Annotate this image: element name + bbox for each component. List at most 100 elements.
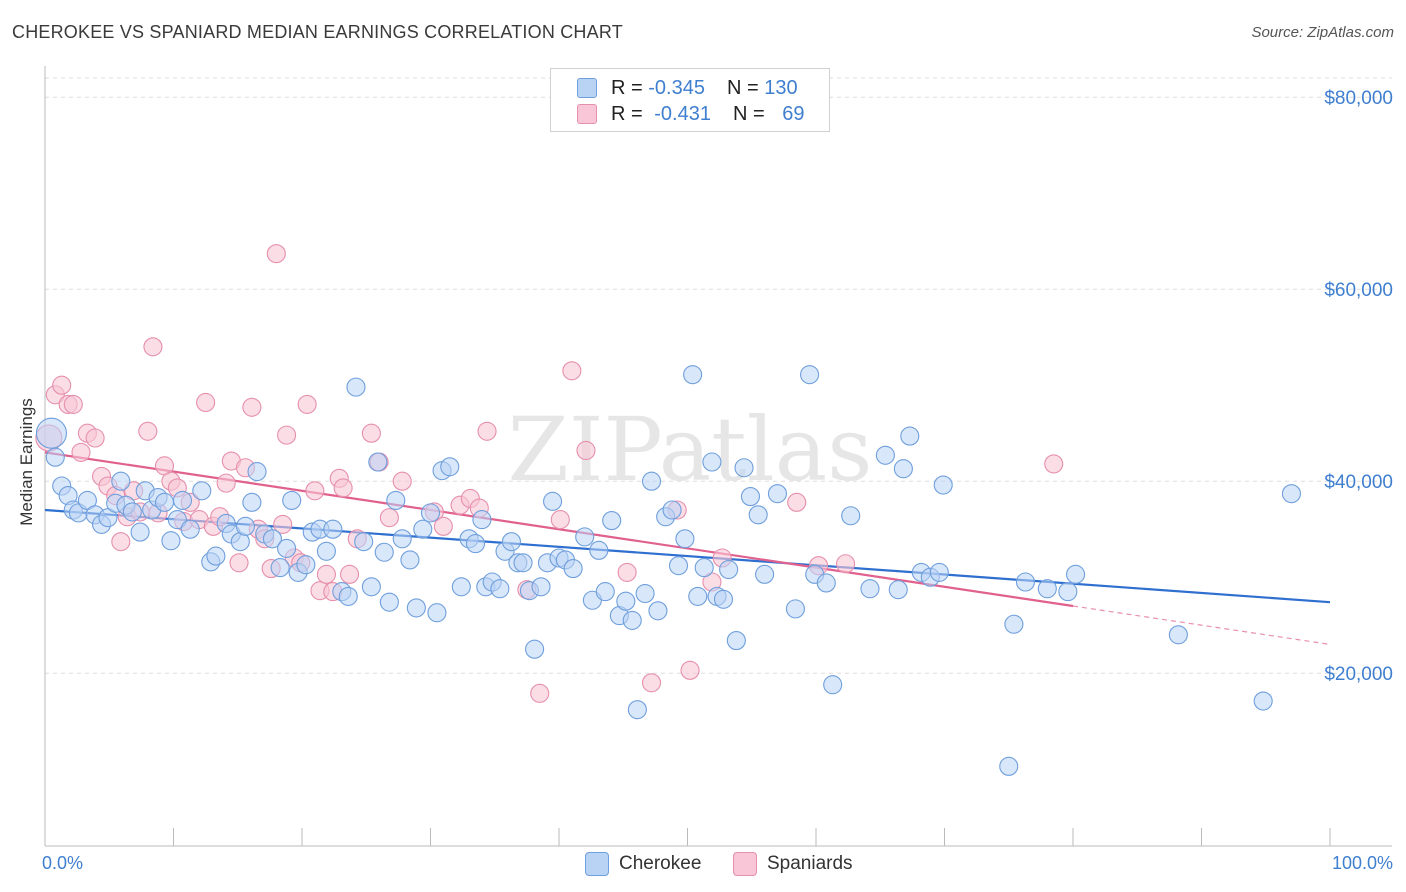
- spaniards-swatch: [577, 104, 597, 124]
- spaniards-point: [216, 473, 236, 493]
- cherokee-point: [111, 471, 131, 491]
- y-tick-label: $60,000: [1324, 280, 1393, 301]
- cherokee-point: [1066, 564, 1086, 584]
- cherokee-point: [999, 756, 1019, 776]
- y-tick-label: $80,000: [1324, 88, 1393, 109]
- cherokee-point: [662, 500, 682, 520]
- cherokee-point: [242, 492, 262, 512]
- cherokee-point: [800, 365, 820, 385]
- spaniards-point: [273, 514, 293, 534]
- cherokee-point: [683, 365, 703, 385]
- cherokee-point: [531, 577, 551, 597]
- cherokee-point: [161, 531, 181, 551]
- cherokee-point: [1037, 579, 1057, 599]
- spaniards-trend-extension: [1072, 605, 1331, 645]
- spaniards-point: [297, 394, 317, 414]
- cherokee-point: [472, 510, 492, 530]
- cherokee-point: [513, 553, 533, 573]
- spaniards-point: [85, 428, 105, 448]
- spaniards-point: [229, 553, 249, 573]
- cherokee-point: [563, 559, 583, 579]
- cherokee-point: [929, 562, 949, 582]
- cherokee-point: [247, 462, 267, 482]
- cherokee-point: [823, 675, 843, 695]
- cherokee-point: [427, 603, 447, 623]
- watermark: ZIPatlas: [508, 398, 873, 501]
- cherokee-point: [860, 579, 880, 599]
- cherokee-point: [172, 490, 193, 510]
- cherokee-point: [589, 540, 609, 560]
- cherokee-point: [627, 700, 647, 720]
- spaniards-trend-line: [44, 451, 1074, 608]
- r-value: -0.431: [654, 102, 711, 125]
- cherokee-point: [368, 452, 388, 472]
- cherokee-points: [35, 365, 1301, 776]
- cherokee-point: [206, 546, 226, 566]
- cherokee-legend-swatch: [585, 852, 609, 876]
- spaniards-point: [111, 532, 131, 552]
- spaniards-point: [617, 562, 637, 582]
- cherokee-point: [392, 529, 412, 549]
- spaniards-point: [266, 244, 286, 264]
- spaniards-point: [530, 683, 550, 703]
- spaniards-point: [641, 673, 662, 693]
- cherokee-point: [374, 542, 394, 562]
- cherokee-point: [440, 457, 460, 477]
- cherokee-swatch: [577, 78, 597, 98]
- legend-row-spaniards: R = -0.431 N = 69: [551, 101, 804, 127]
- cherokee-point: [1281, 484, 1301, 504]
- cherokee-point: [122, 502, 142, 522]
- r-label: R =: [611, 76, 643, 99]
- cherokee-point: [648, 601, 668, 621]
- cherokee-point: [575, 527, 595, 547]
- chart-title: CHEROKEE VS SPANIARD MEDIAN EARNINGS COR…: [12, 22, 623, 42]
- cherokee-point: [719, 559, 739, 580]
- cherokee-point: [740, 487, 761, 507]
- cherokee-point: [323, 519, 343, 539]
- cherokee-point: [602, 511, 622, 531]
- spaniards-point: [52, 375, 72, 395]
- spaniards-point: [379, 508, 399, 528]
- legend-item-spaniards[interactable]: Spaniards: [733, 852, 853, 876]
- cherokee-point: [1015, 572, 1036, 592]
- cherokee-point: [1058, 582, 1078, 602]
- n-label: N =: [726, 76, 759, 99]
- cherokee-point: [361, 577, 381, 597]
- cherokee-point: [543, 491, 563, 511]
- cherokee-point: [900, 426, 920, 446]
- cherokee-point: [235, 516, 256, 536]
- cherokee-point: [262, 529, 282, 549]
- cherokee-point: [1004, 614, 1024, 634]
- cherokee-point: [130, 522, 150, 542]
- spaniards-point: [787, 492, 807, 512]
- cherokee-point: [933, 475, 953, 495]
- axes: [44, 66, 1392, 847]
- cherokee-point: [748, 505, 768, 525]
- spaniards-point: [63, 394, 83, 414]
- cherokee-point: [346, 377, 366, 397]
- x-tick-label-max: 100.0%: [1332, 853, 1393, 873]
- cherokee-point: [816, 573, 836, 593]
- cherokee-point: [413, 519, 433, 539]
- legend-item-cherokee[interactable]: Cherokee: [585, 852, 701, 876]
- cherokee-point: [702, 452, 722, 472]
- cherokee-legend-label: Cherokee: [619, 853, 702, 874]
- spaniards-legend-label: Spaniards: [767, 853, 853, 874]
- cherokee-point: [465, 534, 486, 554]
- cherokee-point: [641, 471, 662, 491]
- spaniards-point: [339, 564, 360, 584]
- cherokee-point: [420, 503, 441, 523]
- cherokee-point: [767, 484, 788, 504]
- legend-row-cherokee: R = -0.345 N = 130: [551, 75, 798, 101]
- spaniards-point: [562, 361, 582, 381]
- cherokee-point: [635, 583, 655, 604]
- n-value: 130: [764, 76, 798, 99]
- cherokee-point: [755, 564, 775, 584]
- cherokee-point: [841, 506, 861, 526]
- cherokee-point: [726, 631, 746, 651]
- r-label: R =: [611, 102, 643, 125]
- cherokee-point: [192, 481, 212, 501]
- cherokee-point: [525, 639, 545, 659]
- cherokee-point: [875, 445, 895, 465]
- cherokee-point: [622, 610, 642, 630]
